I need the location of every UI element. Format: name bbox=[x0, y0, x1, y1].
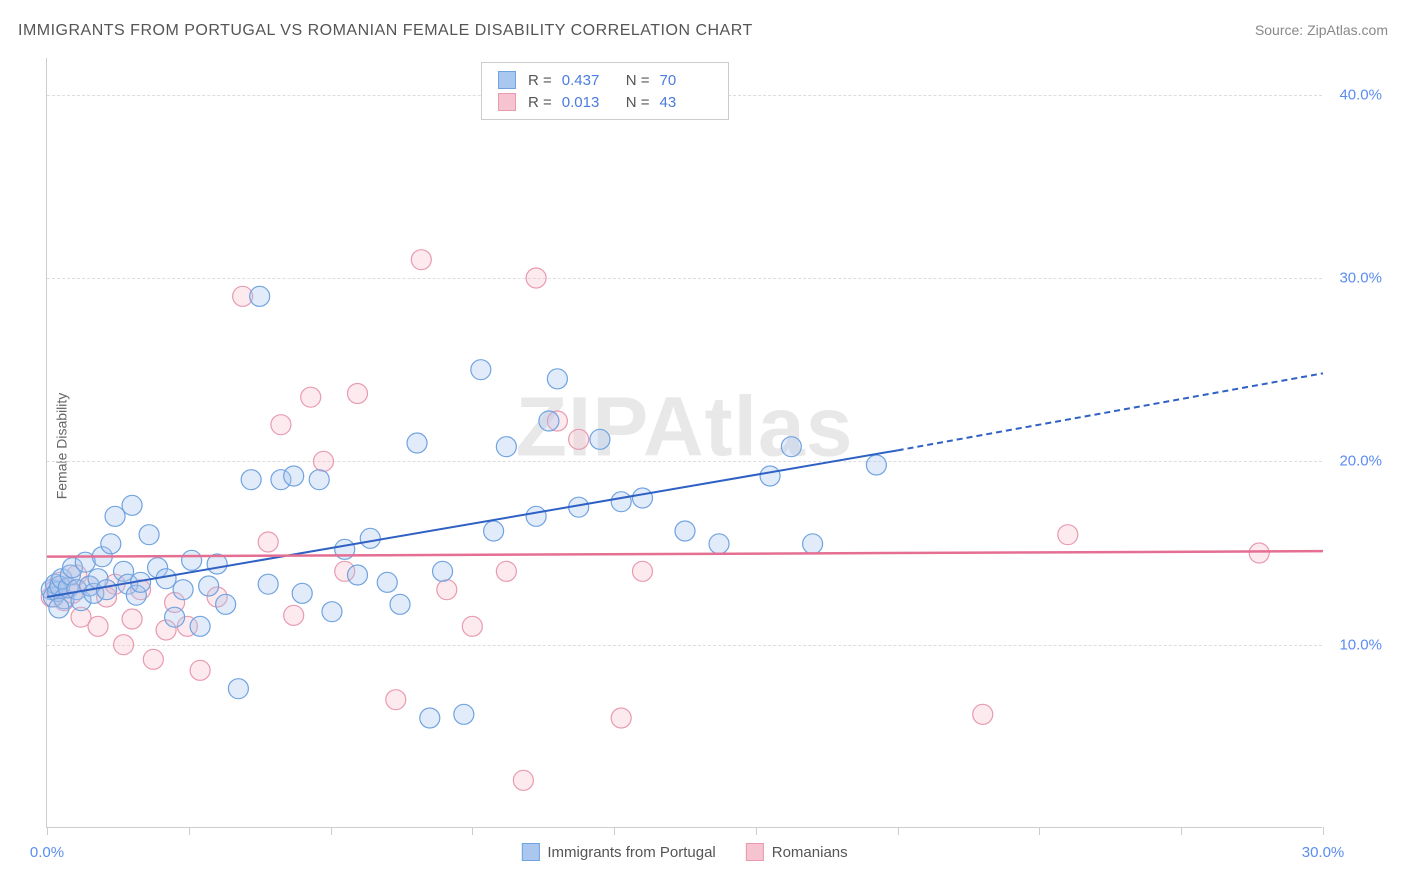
x-tick bbox=[614, 827, 615, 835]
data-point bbox=[484, 521, 504, 541]
plot-area: ZIPAtlas 10.0%20.0%30.0%40.0%0.0%30.0% R… bbox=[46, 58, 1322, 828]
data-point bbox=[165, 607, 185, 627]
data-point bbox=[462, 616, 482, 636]
trend-line bbox=[47, 551, 1323, 557]
data-point bbox=[803, 534, 823, 554]
data-point bbox=[781, 437, 801, 457]
legend-label-1: Romanians bbox=[772, 844, 848, 861]
source-name: ZipAtlas.com bbox=[1307, 22, 1388, 38]
data-point bbox=[1058, 525, 1078, 545]
x-tick bbox=[472, 827, 473, 835]
data-point bbox=[360, 528, 380, 548]
data-point bbox=[88, 616, 108, 636]
data-point bbox=[760, 466, 780, 486]
data-point bbox=[496, 437, 516, 457]
data-point bbox=[105, 506, 125, 526]
data-point bbox=[216, 594, 236, 614]
chart-title: IMMIGRANTS FROM PORTUGAL VS ROMANIAN FEM… bbox=[18, 22, 753, 40]
trend-line bbox=[47, 450, 898, 597]
data-point bbox=[526, 506, 546, 526]
data-point bbox=[228, 679, 248, 699]
data-point bbox=[271, 415, 291, 435]
data-point bbox=[611, 708, 631, 728]
data-point bbox=[632, 488, 652, 508]
data-point bbox=[190, 660, 210, 680]
x-tick bbox=[756, 827, 757, 835]
x-tick bbox=[189, 827, 190, 835]
data-point bbox=[284, 466, 304, 486]
data-point bbox=[1249, 543, 1269, 563]
data-point bbox=[454, 704, 474, 724]
scatter-svg bbox=[47, 58, 1322, 827]
data-point bbox=[49, 598, 69, 618]
y-tick-label: 10.0% bbox=[1339, 636, 1382, 653]
data-point bbox=[241, 470, 261, 490]
data-point bbox=[973, 704, 993, 724]
data-point bbox=[420, 708, 440, 728]
data-point bbox=[292, 583, 312, 603]
data-point bbox=[675, 521, 695, 541]
y-tick-label: 40.0% bbox=[1339, 86, 1382, 103]
source-attribution: Source: ZipAtlas.com bbox=[1255, 22, 1388, 38]
data-point bbox=[433, 561, 453, 581]
data-point bbox=[411, 250, 431, 270]
data-point bbox=[114, 635, 134, 655]
trend-line-extrapolated bbox=[898, 373, 1323, 450]
data-point bbox=[471, 360, 491, 380]
source-prefix: Source: bbox=[1255, 22, 1307, 38]
data-point bbox=[590, 429, 610, 449]
legend-item-1: Romanians bbox=[746, 843, 848, 861]
y-tick-label: 20.0% bbox=[1339, 453, 1382, 470]
data-point bbox=[386, 690, 406, 710]
data-point bbox=[122, 609, 142, 629]
y-tick-label: 30.0% bbox=[1339, 270, 1382, 287]
data-point bbox=[199, 576, 219, 596]
data-point bbox=[173, 580, 193, 600]
data-point bbox=[526, 268, 546, 288]
data-point bbox=[97, 580, 117, 600]
data-point bbox=[496, 561, 516, 581]
data-point bbox=[539, 411, 559, 431]
data-point bbox=[547, 369, 567, 389]
data-point bbox=[377, 572, 397, 592]
data-point bbox=[611, 492, 631, 512]
data-point bbox=[709, 534, 729, 554]
data-point bbox=[569, 429, 589, 449]
legend-bottom-swatch-0 bbox=[521, 843, 539, 861]
x-tick bbox=[331, 827, 332, 835]
data-point bbox=[407, 433, 427, 453]
data-point bbox=[250, 286, 270, 306]
data-point bbox=[143, 649, 163, 669]
x-tick bbox=[898, 827, 899, 835]
x-tick bbox=[1181, 827, 1182, 835]
x-tick-label: 30.0% bbox=[1302, 844, 1345, 861]
x-tick bbox=[1039, 827, 1040, 835]
data-point bbox=[513, 770, 533, 790]
data-point bbox=[101, 534, 121, 554]
data-point bbox=[313, 451, 333, 471]
data-point bbox=[258, 532, 278, 552]
data-point bbox=[301, 387, 321, 407]
data-point bbox=[122, 495, 142, 515]
x-tick bbox=[47, 827, 48, 835]
x-tick-label: 0.0% bbox=[30, 844, 64, 861]
data-point bbox=[632, 561, 652, 581]
data-point bbox=[139, 525, 159, 545]
data-point bbox=[284, 605, 304, 625]
data-point bbox=[437, 580, 457, 600]
data-point bbox=[258, 574, 278, 594]
data-point bbox=[190, 616, 210, 636]
data-point bbox=[322, 602, 342, 622]
data-point bbox=[309, 470, 329, 490]
data-point bbox=[182, 550, 202, 570]
x-tick bbox=[1323, 827, 1324, 835]
data-point bbox=[866, 455, 886, 475]
legend-item-0: Immigrants from Portugal bbox=[521, 843, 715, 861]
legend-label-0: Immigrants from Portugal bbox=[547, 844, 715, 861]
legend-series-names: Immigrants from Portugal Romanians bbox=[521, 843, 847, 861]
data-point bbox=[347, 384, 367, 404]
data-point bbox=[390, 594, 410, 614]
legend-bottom-swatch-1 bbox=[746, 843, 764, 861]
data-point bbox=[347, 565, 367, 585]
